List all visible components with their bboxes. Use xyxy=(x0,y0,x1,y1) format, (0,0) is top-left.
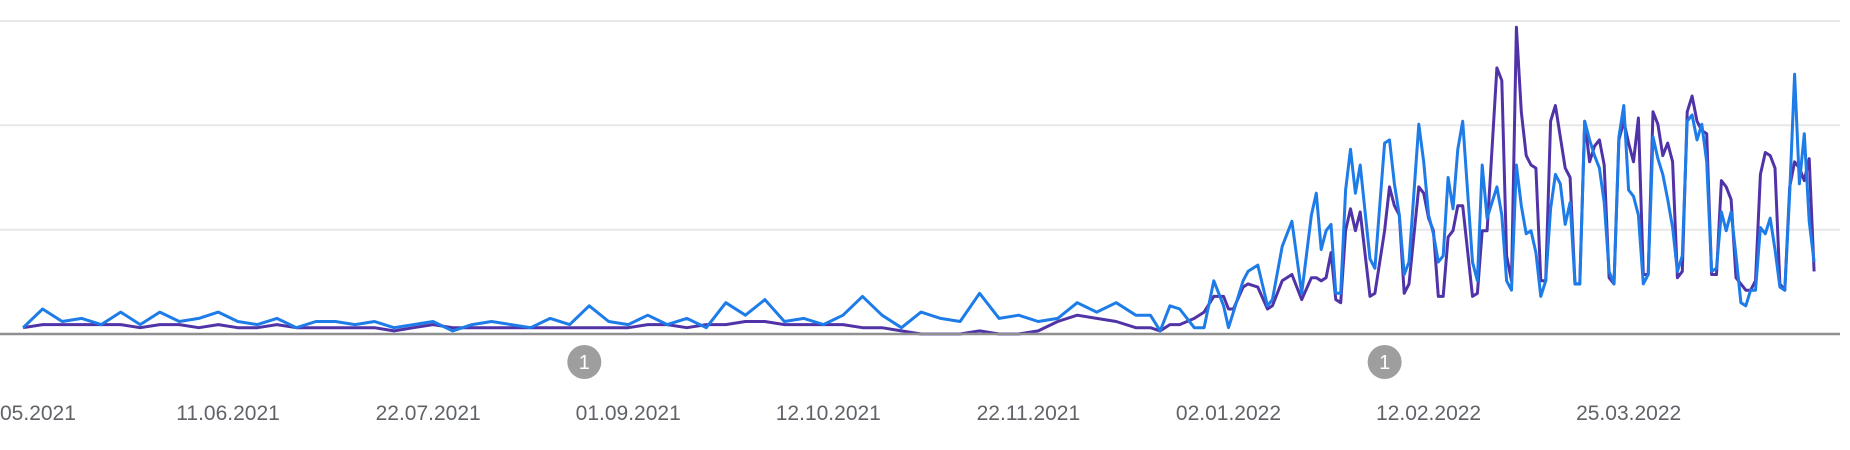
annotation-badge[interactable] xyxy=(1367,345,1402,379)
series-line-2 xyxy=(22,72,1816,333)
x-tick-label: 12.02.2022 xyxy=(1376,402,1481,425)
x-tick-label: 22.07.2021 xyxy=(376,402,481,425)
annotation-badge[interactable] xyxy=(567,345,602,379)
annotation-label: 1 xyxy=(1379,352,1390,374)
x-tick-label: 25.03.2022 xyxy=(1576,402,1681,425)
x-tick-label: 12.10.2021 xyxy=(776,402,881,425)
annotation-label: 1 xyxy=(579,352,590,374)
x-tick-label: 05.2021 xyxy=(0,402,76,425)
x-tick-label: 22.11.2021 xyxy=(977,402,1081,425)
series-line-1 xyxy=(22,25,1816,336)
series-lines xyxy=(22,25,1816,336)
annotation-marker[interactable]: 1 xyxy=(567,345,602,379)
annotation-marker[interactable]: 1 xyxy=(1367,345,1402,379)
x-axis-tick-labels: 05.2021 11.06.2021 22.07.2021 01.09.2021 12.… xyxy=(0,402,1681,425)
x-tick-label: 02.01.2022 xyxy=(1176,402,1281,425)
gridlines xyxy=(0,20,1840,231)
x-tick-label: 01.09.2021 xyxy=(576,402,681,425)
x-tick-label: 11.06.2021 xyxy=(176,402,280,425)
